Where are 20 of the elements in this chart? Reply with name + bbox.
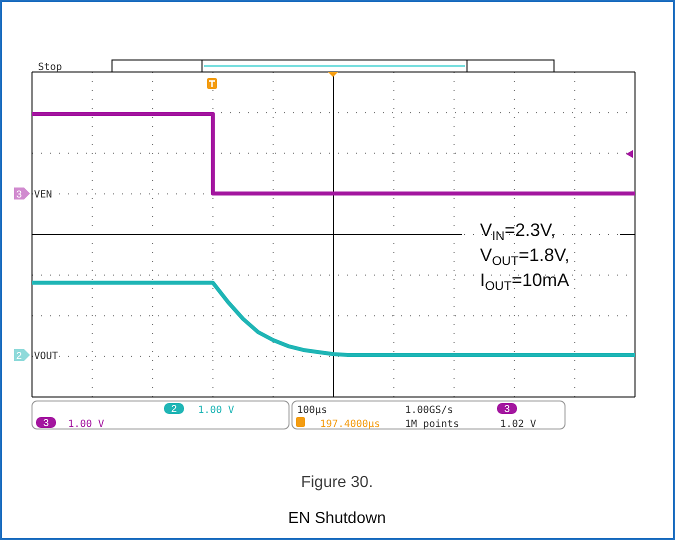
annotation: V$_{IN}$=2.3V, — [480, 220, 556, 243]
text: 1.00 V — [198, 405, 234, 416]
text: 3 — [43, 418, 50, 429]
text: 2 — [171, 404, 178, 415]
text: 197.4000µs — [320, 419, 380, 430]
text: Stop — [38, 62, 62, 73]
text: 1.00 V — [68, 419, 104, 430]
text: 1M points — [405, 419, 460, 430]
text: 1.02 V — [500, 419, 536, 430]
text: 1.00GS/s — [405, 405, 454, 416]
text: 100µs — [297, 405, 328, 416]
caption: Figure 30. — [300, 474, 374, 491]
legend-label: VOUT — [34, 351, 58, 362]
text: 3 — [504, 404, 510, 415]
annotation: I$_{OUT}$=10mA — [480, 270, 570, 293]
text: EN Shutdown — [288, 510, 386, 527]
channel-badge: 2 — [14, 349, 30, 362]
channel-badge: 3 — [14, 188, 30, 201]
annotation: V$_{OUT}$=1.8V, — [480, 245, 570, 268]
legend-label: VEN — [34, 190, 52, 201]
